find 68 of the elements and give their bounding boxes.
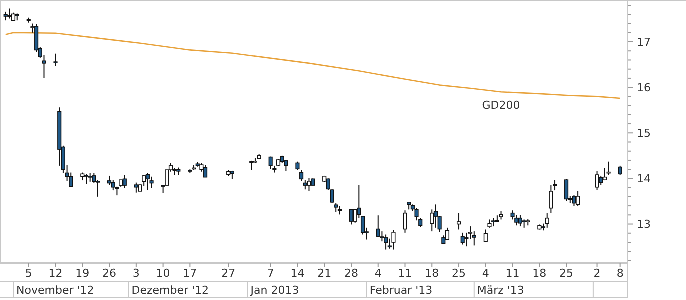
x-tick-label: 12	[48, 267, 63, 280]
candlestick	[484, 229, 488, 243]
x-tick-label: 27	[222, 267, 236, 280]
y-tick-label: 15	[637, 126, 651, 140]
x-tick-label: 7	[267, 267, 274, 280]
line-series	[5, 32, 621, 100]
candlestick	[564, 178, 569, 202]
x-tick-label: 18	[425, 267, 440, 280]
candlestick	[518, 214, 522, 228]
x-tick-label: 3	[132, 267, 140, 280]
x-tick-label: 19	[76, 267, 90, 280]
candlestick	[134, 182, 138, 194]
text: Jan 2013	[250, 284, 300, 297]
candlestick	[456, 212, 462, 230]
candlestick	[54, 53, 58, 67]
text: Dezember '12	[132, 284, 210, 297]
x-tick-label: 10	[156, 267, 170, 280]
x-tick-label: 25	[452, 267, 466, 280]
x-tick-label: 26	[102, 267, 117, 280]
candlestick	[602, 168, 607, 182]
candlestick	[284, 160, 288, 172]
candlestick	[572, 194, 576, 207]
candlestick	[300, 170, 304, 182]
candlestick	[599, 175, 604, 186]
x-tick-label: 11	[506, 267, 520, 280]
candlestick	[84, 174, 89, 185]
y-tick-label: 13	[637, 218, 651, 232]
x-tick-label: 21	[318, 267, 332, 280]
candlestick	[595, 170, 600, 191]
x-tick-label: 14	[290, 267, 305, 280]
x-tick-label: 18	[532, 267, 547, 280]
candlestick	[122, 174, 127, 189]
candlestick	[460, 232, 465, 246]
y-tick-label: 17	[637, 36, 651, 49]
candlestick	[384, 234, 388, 250]
x-tick-label: 25	[560, 267, 574, 280]
candlestick	[545, 212, 550, 228]
candlestick	[111, 180, 116, 192]
text: November '12	[16, 284, 94, 297]
text: Februar '13	[370, 284, 433, 297]
x-tick-label: 8	[616, 267, 624, 280]
candlestick	[549, 184, 554, 214]
text: März '13	[477, 284, 524, 297]
candlestick	[403, 210, 408, 234]
candlestick	[150, 176, 154, 189]
candlestick	[392, 230, 396, 250]
candlestick	[376, 215, 380, 238]
y-tick-label: 14	[637, 172, 651, 186]
candlestick	[618, 165, 622, 176]
x-tick-label: 2	[594, 267, 601, 280]
candlestick	[8, 8, 12, 20]
candlestick	[146, 172, 150, 191]
candlestick	[307, 178, 312, 192]
candlestick	[514, 214, 519, 226]
x-tick-label: 4	[374, 267, 382, 280]
candlestick	[434, 204, 438, 228]
candlestick	[445, 227, 450, 240]
series-label: GD200	[482, 99, 520, 112]
candlestick	[576, 190, 580, 207]
candlestick	[268, 156, 273, 170]
y-tick-label: 16	[637, 81, 651, 94]
x-tick-label: 11	[398, 267, 412, 280]
candlestick	[349, 208, 354, 226]
candlestick	[204, 164, 208, 178]
x-tick-label: 28	[344, 267, 358, 280]
x-tick-label: 17	[183, 267, 198, 280]
x-tick-label: 4	[482, 267, 490, 280]
x-tick-label: 5	[25, 267, 32, 280]
